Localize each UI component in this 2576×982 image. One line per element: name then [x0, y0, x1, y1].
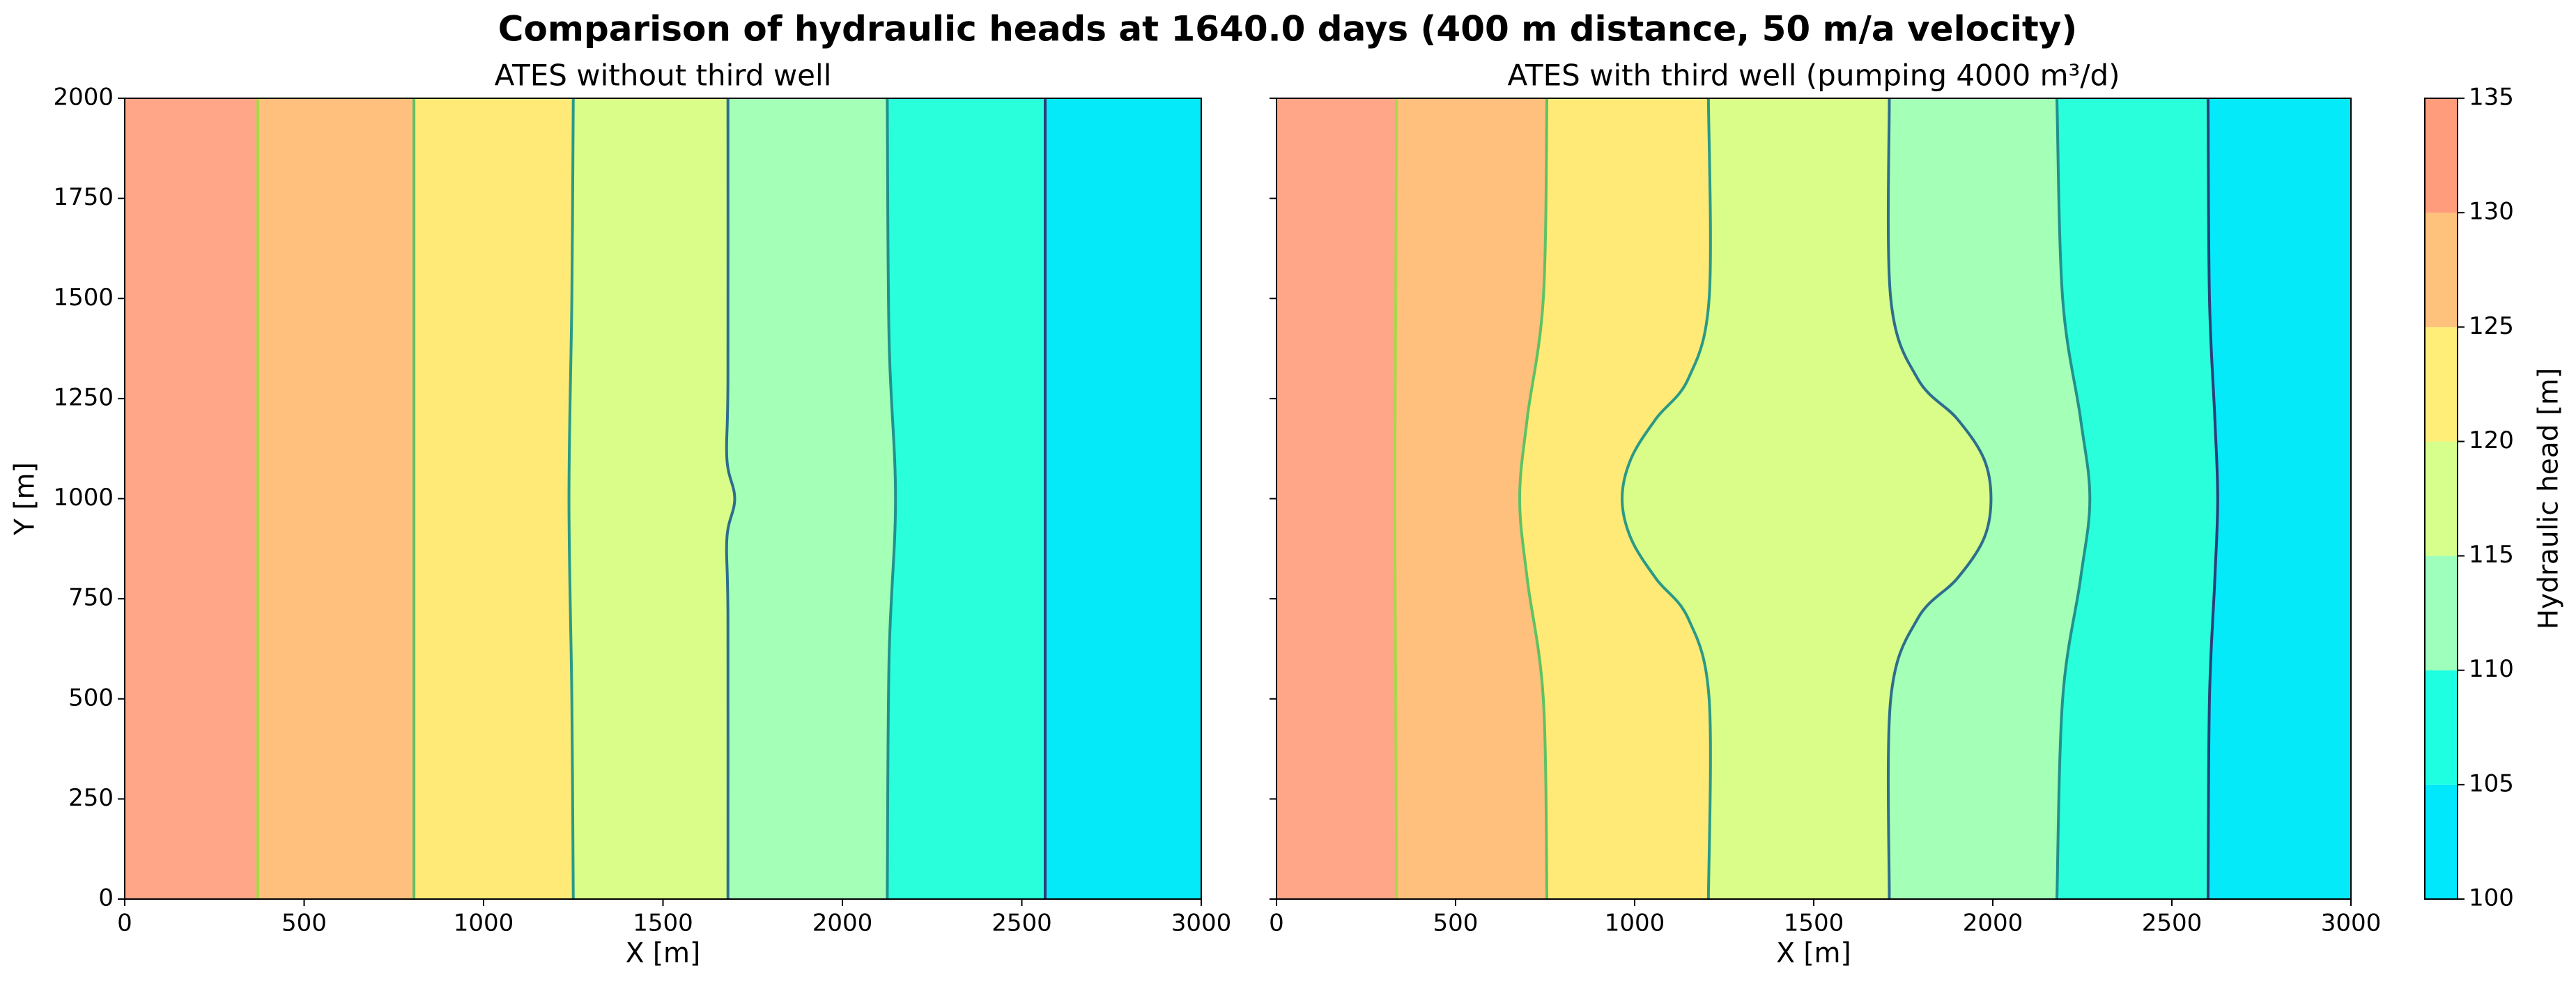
x-tick-label: 2500 [992, 910, 1052, 937]
colorbar-band [2425, 555, 2458, 670]
y-tick-label: 1000 [53, 484, 114, 512]
contour-line [567, 98, 575, 899]
x-tick-label: 500 [281, 910, 327, 937]
colorbar-tick-label: 130 [2469, 198, 2514, 226]
x-tick-label: 1500 [1784, 910, 1844, 937]
x-tick-label: 3000 [2321, 910, 2382, 937]
plot-area [1277, 98, 2351, 899]
colorbar-tick-label: 125 [2469, 312, 2514, 340]
colorbar-band [2425, 441, 2458, 556]
x-axis-label: X [m] [1776, 938, 1851, 969]
y-tick-label: 500 [68, 684, 114, 712]
colorbar-frame [2424, 98, 2458, 900]
colorbar-tick-label: 105 [2469, 769, 2514, 797]
x-tick-label: 1000 [1605, 910, 1665, 937]
x-tick-label: 3000 [1171, 910, 1232, 937]
colorbar-tick-label: 115 [2469, 541, 2514, 569]
fill-band [2207, 98, 2351, 899]
y-tick-label: 0 [98, 884, 114, 912]
contour-line [1393, 98, 1398, 899]
figure-title: Comparison of hydraulic heads at 1640.0 … [498, 9, 2077, 49]
x-tick-label: 0 [117, 910, 132, 937]
colorbar-band [2425, 327, 2458, 442]
colorbar-tick-label: 120 [2469, 427, 2514, 454]
colorbar-band [2425, 784, 2458, 899]
y-tick-label: 1750 [53, 183, 114, 211]
colorbar-band [2425, 213, 2458, 328]
colorbar-band [2425, 670, 2458, 785]
y-axis-label: Y [m] [10, 462, 41, 536]
colorbar-label: Hydraulic head [m] [2533, 368, 2565, 630]
contour-line [1621, 98, 1712, 899]
contour-line [2206, 98, 2219, 899]
contour-line [725, 98, 736, 899]
subplot-title: ATES without third well [495, 59, 832, 93]
plot-area [125, 98, 1201, 899]
x-tick-label: 1000 [454, 910, 514, 937]
x-tick-label: 0 [1269, 910, 1284, 937]
x-tick-label: 500 [1433, 910, 1479, 937]
y-tick-label: 1500 [53, 284, 114, 312]
x-tick-label: 1500 [633, 910, 693, 937]
subplot-title: ATES with third well (pumping 4000 m³/d) [1507, 59, 2120, 93]
y-tick-label: 750 [68, 584, 114, 612]
y-tick-label: 2000 [53, 84, 114, 112]
colorbar-tick-label: 110 [2469, 655, 2514, 683]
x-tick-label: 2000 [1963, 910, 2023, 937]
fill-band [1044, 98, 1201, 899]
colorbar-tick-label: 100 [2469, 884, 2514, 912]
contour-line [2056, 98, 2092, 899]
x-tick-label: 2000 [812, 910, 873, 937]
colorbar-band [2425, 98, 2458, 213]
colorbar-tick-label: 135 [2469, 84, 2514, 112]
contour-line [1886, 98, 1993, 899]
x-tick-label: 2500 [2142, 910, 2203, 937]
x-axis-label: X [m] [626, 938, 701, 969]
contour-line [1518, 98, 1549, 899]
contour-line [886, 98, 897, 899]
y-tick-label: 250 [68, 784, 114, 812]
y-tick-label: 1250 [53, 383, 114, 411]
